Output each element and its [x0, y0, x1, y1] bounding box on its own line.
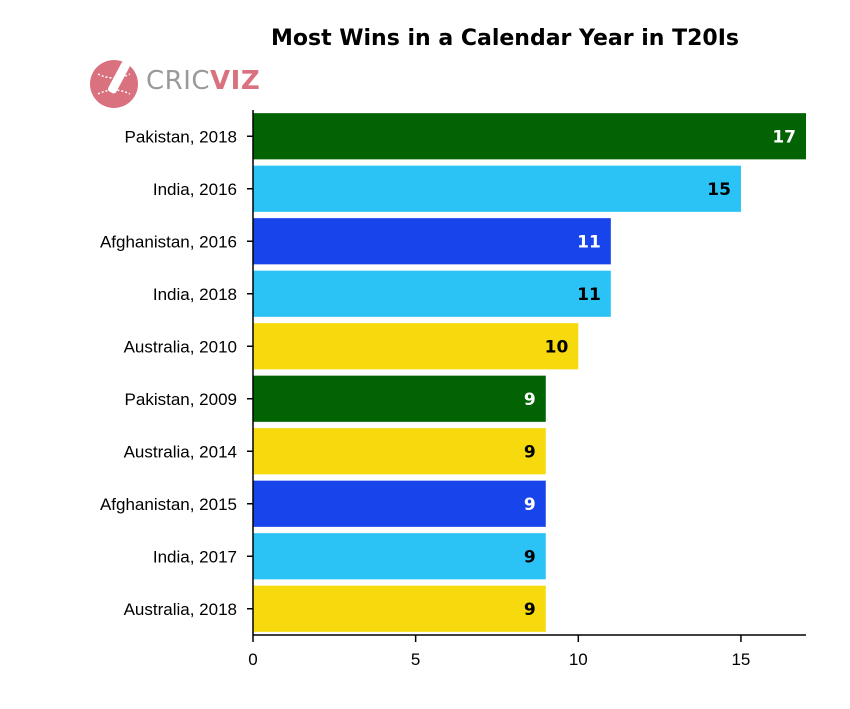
bar — [253, 375, 546, 422]
category-label: Afghanistan, 2016 — [100, 232, 237, 251]
x-tick-label: 15 — [731, 650, 750, 669]
value-labels-group: 17 15 11 11 10 9 9 9 9 9 — [524, 127, 796, 620]
logo-wordmark: CRICVIZ — [146, 66, 261, 96]
axes-group: 0 5 10 15 — [247, 110, 806, 669]
category-label: Afghanistan, 2015 — [100, 495, 237, 514]
x-tick-label: 0 — [248, 650, 257, 669]
category-label: Australia, 2018 — [124, 600, 237, 619]
category-label: India, 2017 — [153, 547, 237, 566]
bar — [253, 533, 546, 580]
bar — [253, 323, 579, 370]
bar — [253, 480, 546, 527]
category-label: India, 2018 — [153, 285, 237, 304]
bar-value-label: 11 — [577, 285, 601, 305]
category-label: Pakistan, 2009 — [125, 390, 237, 409]
bar — [253, 428, 546, 475]
bars-group — [253, 113, 806, 632]
bar-value-label: 9 — [524, 390, 536, 410]
cricviz-logo: CRICVIZ — [88, 56, 260, 112]
bar-value-label: 17 — [772, 127, 796, 147]
bar — [253, 165, 741, 212]
category-label: Australia, 2010 — [124, 337, 237, 356]
category-labels-group: Pakistan, 2018 India, 2016 Afghanistan, 20… — [100, 127, 237, 619]
x-tick-label: 10 — [569, 650, 588, 669]
category-label: India, 2016 — [153, 180, 237, 199]
bar — [253, 218, 611, 265]
bar-value-label: 9 — [524, 442, 536, 462]
bar-value-label: 9 — [524, 600, 536, 620]
x-tick-label: 5 — [411, 650, 420, 669]
category-label: Australia, 2014 — [124, 442, 237, 461]
bar — [253, 113, 806, 160]
bar — [253, 585, 546, 632]
bar-value-label: 11 — [577, 232, 601, 252]
bar — [253, 270, 611, 317]
category-label: Pakistan, 2018 — [125, 127, 237, 146]
bar-value-label: 10 — [545, 337, 569, 357]
cricket-ball-bat-icon — [90, 57, 138, 108]
bar-value-label: 9 — [524, 547, 536, 567]
bar-value-label: 9 — [524, 495, 536, 515]
bar-value-label: 15 — [707, 180, 731, 200]
chart-title: Most Wins in a Calendar Year in T20Is — [270, 26, 740, 51]
